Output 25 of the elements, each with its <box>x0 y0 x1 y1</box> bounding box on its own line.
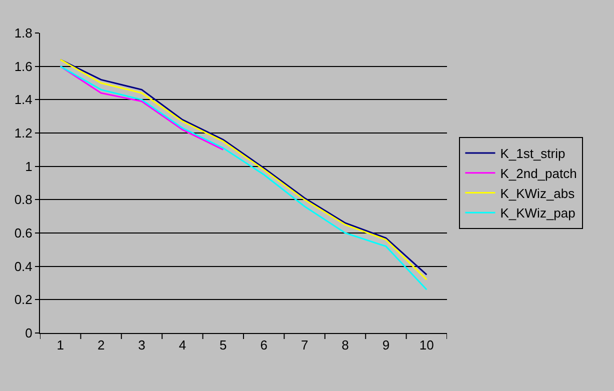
line-series <box>60 66 224 150</box>
y-tick-label: 1.4 <box>14 92 32 108</box>
x-tick-label: 4 <box>178 338 186 353</box>
y-tick-label: 1.8 <box>14 26 32 41</box>
x-tick-label: 9 <box>382 338 390 353</box>
y-tick-label: 1.6 <box>14 58 32 74</box>
x-tick-label: 5 <box>220 338 227 353</box>
x-tick-label: 3 <box>138 338 146 353</box>
x-tick-label: 10 <box>419 338 434 353</box>
legend-label: K_KWiz_pap <box>500 206 576 221</box>
y-tick-label: 0.8 <box>14 192 32 208</box>
x-tick-label: 2 <box>97 338 105 353</box>
y-tick-label: 1.2 <box>14 126 32 141</box>
x-tick-label: 1 <box>56 338 64 353</box>
legend-label: K_2nd_patch <box>500 166 577 181</box>
y-tick-label: 0.2 <box>14 292 32 308</box>
legend-label: K_1st_strip <box>500 146 566 162</box>
x-tick-label: 8 <box>342 338 349 353</box>
y-tick-label: 1 <box>25 158 32 174</box>
y-tick-label: 0 <box>25 326 32 341</box>
x-tick-label: 7 <box>300 338 308 353</box>
y-tick-label: 0.6 <box>14 226 32 241</box>
legend-label: K_KWiz_abs <box>500 186 576 201</box>
y-tick-label: 0.4 <box>14 258 32 274</box>
x-tick-label: 6 <box>260 338 268 353</box>
